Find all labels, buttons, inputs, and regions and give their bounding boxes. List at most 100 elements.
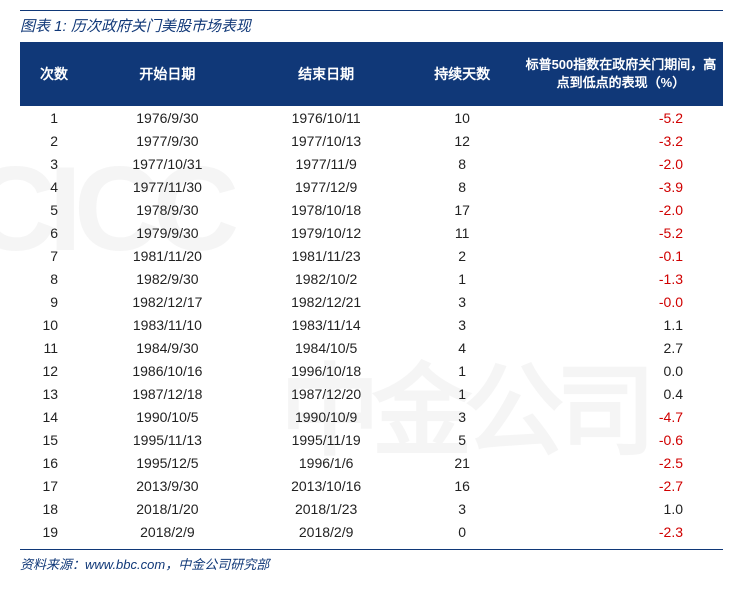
cell-perf: -4.7 [519, 405, 723, 428]
cell-idx: 3 [20, 152, 88, 175]
cell-start: 1978/9/30 [88, 198, 247, 221]
cell-idx: 2 [20, 129, 88, 152]
cell-start: 1990/10/5 [88, 405, 247, 428]
table-row: 51978/9/301978/10/1817-2.0 [20, 198, 723, 221]
cell-idx: 15 [20, 428, 88, 451]
cell-idx: 12 [20, 359, 88, 382]
cell-days: 10 [406, 106, 519, 129]
cell-perf: 1.1 [519, 313, 723, 336]
cell-perf: 0.0 [519, 359, 723, 382]
cell-perf: -0.6 [519, 428, 723, 451]
cell-perf: -5.2 [519, 221, 723, 244]
cell-days: 2 [406, 244, 519, 267]
col-header-days: 持续天数 [406, 42, 519, 106]
table-row: 131987/12/181987/12/2010.4 [20, 382, 723, 405]
cell-idx: 9 [20, 290, 88, 313]
cell-start: 1982/12/17 [88, 290, 247, 313]
cell-start: 1987/12/18 [88, 382, 247, 405]
table-header-row: 次数 开始日期 结束日期 持续天数 标普500指数在政府关门期间，高点到低点的表… [20, 42, 723, 106]
table-row: 21977/9/301977/10/1312-3.2 [20, 129, 723, 152]
cell-start: 1976/9/30 [88, 106, 247, 129]
cell-start: 1983/11/10 [88, 313, 247, 336]
cell-end: 1979/10/12 [247, 221, 406, 244]
cell-start: 1981/11/20 [88, 244, 247, 267]
cell-start: 2013/9/30 [88, 474, 247, 497]
table-row: 41977/11/301977/12/98-3.9 [20, 175, 723, 198]
cell-start: 1986/10/16 [88, 359, 247, 382]
table-row: 91982/12/171982/12/213-0.0 [20, 290, 723, 313]
cell-end: 1990/10/9 [247, 405, 406, 428]
table-row: 81982/9/301982/10/21-1.3 [20, 267, 723, 290]
cell-end: 1996/1/6 [247, 451, 406, 474]
cell-start: 1995/12/5 [88, 451, 247, 474]
cell-end: 1977/11/9 [247, 152, 406, 175]
cell-days: 3 [406, 497, 519, 520]
table-row: 192018/2/92018/2/90-2.3 [20, 520, 723, 543]
cell-days: 3 [406, 405, 519, 428]
cell-perf: 2.7 [519, 336, 723, 359]
cell-days: 17 [406, 198, 519, 221]
cell-idx: 10 [20, 313, 88, 336]
cell-days: 8 [406, 175, 519, 198]
table-row: 111984/9/301984/10/542.7 [20, 336, 723, 359]
col-header-start: 开始日期 [88, 42, 247, 106]
title-bar: 图表 1: 历次政府关门美股市场表现 [20, 10, 723, 36]
cell-idx: 19 [20, 520, 88, 543]
cell-perf: 1.0 [519, 497, 723, 520]
table-row: 141990/10/51990/10/93-4.7 [20, 405, 723, 428]
cell-end: 1982/12/21 [247, 290, 406, 313]
cell-end: 1982/10/2 [247, 267, 406, 290]
table-row: 71981/11/201981/11/232-0.1 [20, 244, 723, 267]
cell-end: 1977/10/13 [247, 129, 406, 152]
table-row: 101983/11/101983/11/1431.1 [20, 313, 723, 336]
cell-days: 11 [406, 221, 519, 244]
footer-source: 资料来源：www.bbc.com，中金公司研究部 [20, 549, 723, 573]
cell-start: 2018/1/20 [88, 497, 247, 520]
cell-end: 1984/10/5 [247, 336, 406, 359]
cell-end: 1995/11/19 [247, 428, 406, 451]
cell-days: 21 [406, 451, 519, 474]
cell-idx: 6 [20, 221, 88, 244]
cell-days: 1 [406, 267, 519, 290]
cell-perf: -3.2 [519, 129, 723, 152]
cell-perf: -2.5 [519, 451, 723, 474]
cell-idx: 16 [20, 451, 88, 474]
cell-idx: 13 [20, 382, 88, 405]
table-row: 31977/10/311977/11/98-2.0 [20, 152, 723, 175]
shutdown-table: 次数 开始日期 结束日期 持续天数 标普500指数在政府关门期间，高点到低点的表… [20, 42, 723, 543]
cell-end: 1983/11/14 [247, 313, 406, 336]
cell-idx: 5 [20, 198, 88, 221]
cell-days: 0 [406, 520, 519, 543]
cell-days: 3 [406, 313, 519, 336]
cell-start: 2018/2/9 [88, 520, 247, 543]
cell-idx: 11 [20, 336, 88, 359]
col-header-idx: 次数 [20, 42, 88, 106]
cell-perf: -0.1 [519, 244, 723, 267]
cell-start: 1982/9/30 [88, 267, 247, 290]
cell-perf: -2.7 [519, 474, 723, 497]
cell-end: 1976/10/11 [247, 106, 406, 129]
table-row: 11976/9/301976/10/1110-5.2 [20, 106, 723, 129]
cell-start: 1984/9/30 [88, 336, 247, 359]
table-row: 172013/9/302013/10/1616-2.7 [20, 474, 723, 497]
cell-start: 1977/11/30 [88, 175, 247, 198]
cell-end: 2018/2/9 [247, 520, 406, 543]
col-header-perf: 标普500指数在政府关门期间，高点到低点的表现（%） [519, 42, 723, 106]
cell-start: 1977/10/31 [88, 152, 247, 175]
cell-start: 1977/9/30 [88, 129, 247, 152]
cell-days: 1 [406, 359, 519, 382]
table-row: 121986/10/161996/10/1810.0 [20, 359, 723, 382]
table-body: 11976/9/301976/10/1110-5.221977/9/301977… [20, 106, 723, 543]
table-row: 151995/11/131995/11/195-0.6 [20, 428, 723, 451]
cell-perf: -5.2 [519, 106, 723, 129]
table-container: 图表 1: 历次政府关门美股市场表现 次数 开始日期 结束日期 持续天数 标普5… [0, 0, 753, 583]
cell-idx: 18 [20, 497, 88, 520]
cell-end: 1981/11/23 [247, 244, 406, 267]
cell-idx: 14 [20, 405, 88, 428]
table-title: 图表 1: 历次政府关门美股市场表现 [20, 15, 723, 36]
cell-perf: -1.3 [519, 267, 723, 290]
cell-days: 5 [406, 428, 519, 451]
cell-idx: 4 [20, 175, 88, 198]
cell-idx: 7 [20, 244, 88, 267]
cell-start: 1979/9/30 [88, 221, 247, 244]
